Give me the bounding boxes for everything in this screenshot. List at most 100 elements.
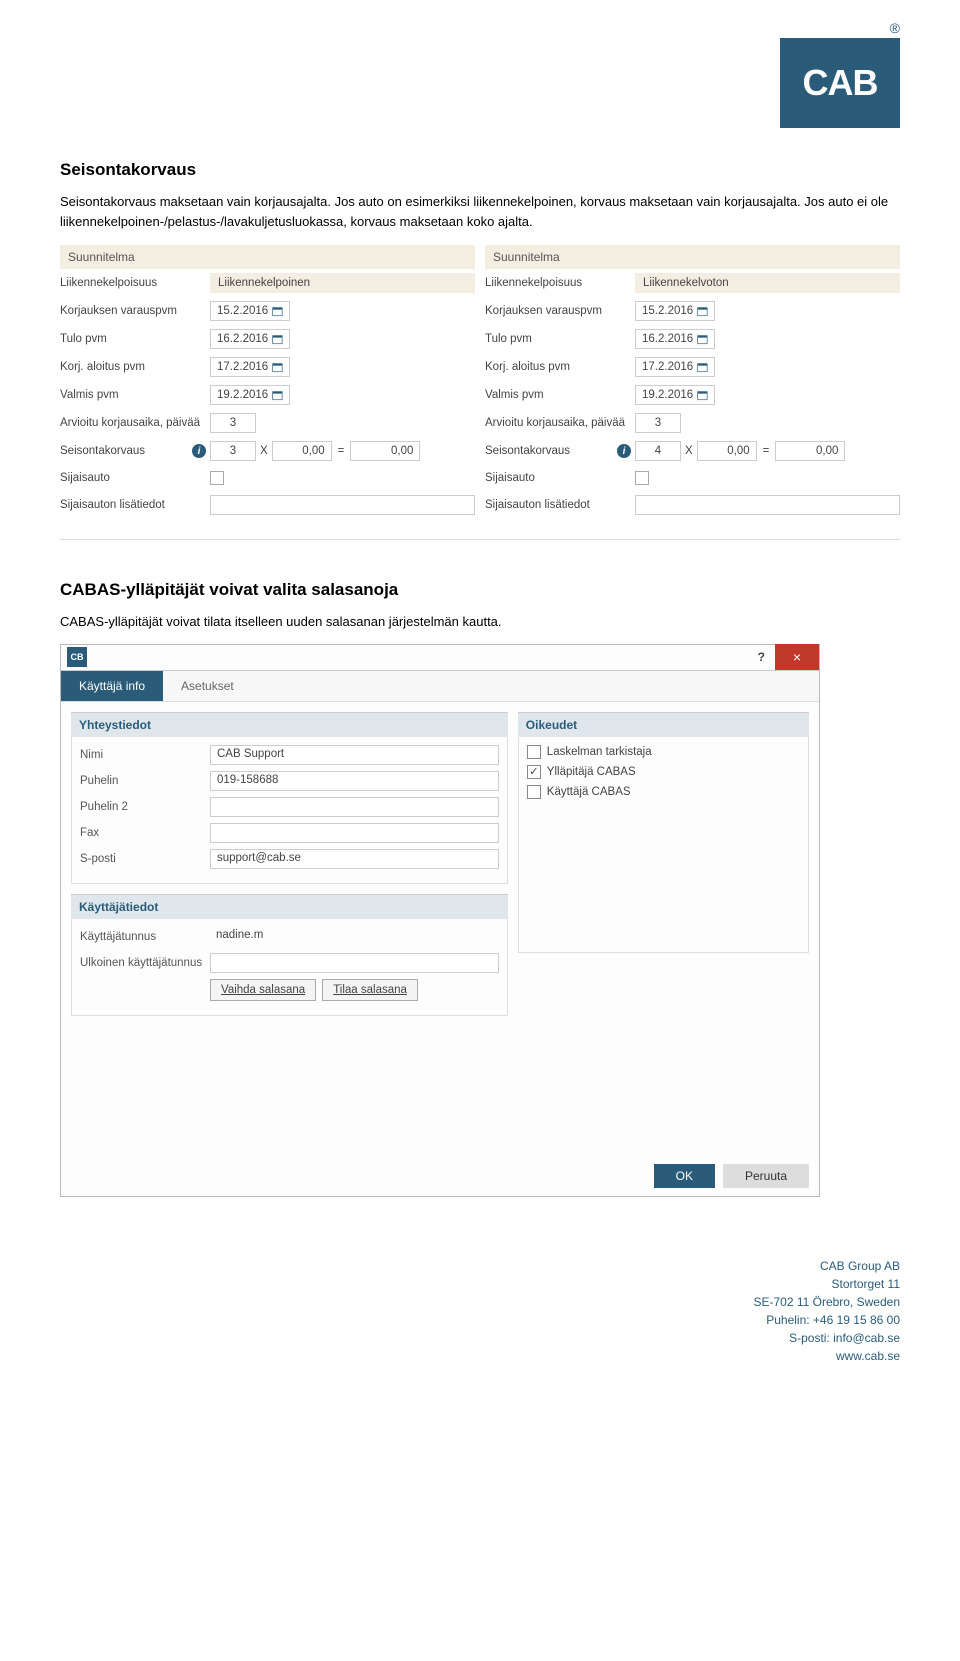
section2-title: CABAS-ylläpitäjät voivat valita salasano… — [60, 580, 900, 600]
calendar-icon — [697, 305, 708, 317]
plan-panels: Suunnitelma Liikennekelpoisuus Liikennek… — [60, 245, 900, 519]
label-nimi: Nimi — [80, 749, 210, 761]
label-valmispvm: Valmis pvm — [485, 389, 635, 401]
tab-kayttaja-info[interactable]: Käyttäjä info — [61, 671, 163, 701]
plan-header: Suunnitelma — [60, 245, 475, 269]
calendar-icon — [697, 389, 708, 401]
select-liikennekelpoisuus-left[interactable]: Liikennekelpoinen — [210, 273, 475, 293]
input-aloituspvm-left[interactable]: 17.2.2016 — [210, 357, 290, 377]
registered-mark: ® — [780, 20, 900, 36]
plan-panel-right: Suunnitelma Liikennekelpoisuus Liikennek… — [485, 245, 900, 519]
multiply-symbol: X — [685, 445, 693, 457]
input-ulkoinen[interactable] — [210, 953, 499, 973]
logo-text: CAB — [803, 62, 878, 104]
footer-company: CAB Group AB — [60, 1257, 900, 1275]
group-oikeudet: Oikeudet — [518, 712, 809, 737]
input-seisonta-total-left: 0,00 — [350, 441, 420, 461]
label-sijaisauto: Sijaisauto — [60, 472, 210, 484]
equals-symbol: = — [338, 445, 345, 457]
select-liikennekelpoisuus-right[interactable]: Liikennekelvoton — [635, 273, 900, 293]
equals-symbol: = — [763, 445, 770, 457]
input-aloituspvm-right[interactable]: 17.2.2016 — [635, 357, 715, 377]
footer-street: Stortorget 11 — [60, 1275, 900, 1293]
page-footer: CAB Group AB Stortorget 11 SE-702 11 Öre… — [60, 1257, 900, 1365]
input-tulopvm-right[interactable]: 16.2.2016 — [635, 329, 715, 349]
close-button[interactable]: × — [775, 644, 819, 670]
ok-button[interactable]: OK — [654, 1164, 715, 1188]
label-puhelin2: Puhelin 2 — [80, 801, 210, 813]
input-seisonta-total-right: 0,00 — [775, 441, 845, 461]
info-icon[interactable]: i — [192, 444, 206, 458]
input-lisatiedot-right[interactable] — [635, 495, 900, 515]
right-kayttaja-cabas[interactable]: Käyttäjä CABAS — [527, 785, 800, 799]
input-arvioitu-left[interactable]: 3 — [210, 413, 256, 433]
input-puhelin2[interactable] — [210, 797, 499, 817]
dialog-app-icon: CB — [67, 647, 87, 667]
label-liikennekelpoisuus: Liikennekelpoisuus — [60, 277, 210, 289]
group-yhteystiedot: Yhteystiedot — [71, 712, 508, 737]
label-puhelin: Puhelin — [80, 775, 210, 787]
label-valmispvm: Valmis pvm — [60, 389, 210, 401]
label-tulopvm: Tulo pvm — [60, 333, 210, 345]
footer-phone: Puhelin: +46 19 15 86 00 — [60, 1311, 900, 1329]
separator — [60, 539, 900, 540]
input-fax[interactable] — [210, 823, 499, 843]
logo-box: CAB — [780, 38, 900, 128]
checkbox-sijaisauto-left[interactable] — [210, 471, 224, 485]
plan-header: Suunnitelma — [485, 245, 900, 269]
label-varauspvm: Korjauksen varauspvm — [485, 305, 635, 317]
calendar-icon — [272, 305, 283, 317]
dialog-tabs: Käyttäjä info Asetukset — [61, 671, 819, 702]
footer-city: SE-702 11 Örebro, Sweden — [60, 1293, 900, 1311]
info-icon[interactable]: i — [617, 444, 631, 458]
button-tilaa-salasana[interactable]: Tilaa salasana — [322, 979, 418, 1001]
section1-title: Seisontakorvaus — [60, 160, 900, 180]
cancel-button[interactable]: Peruuta — [723, 1164, 809, 1188]
input-arvioitu-right[interactable]: 3 — [635, 413, 681, 433]
label-sijaisauto: Sijaisauto — [485, 472, 635, 484]
footer-web: www.cab.se — [60, 1347, 900, 1365]
label-tulopvm: Tulo pvm — [485, 333, 635, 345]
calendar-icon — [272, 333, 283, 345]
user-dialog: CB ? × Käyttäjä info Asetukset Yhteystie… — [60, 644, 820, 1197]
input-valmispvm-right[interactable]: 19.2.2016 — [635, 385, 715, 405]
input-puhelin[interactable]: 019-158688 — [210, 771, 499, 791]
help-button[interactable]: ? — [748, 650, 775, 664]
footer-email: S-posti: info@cab.se — [60, 1329, 900, 1347]
label-liikennekelpoisuus: Liikennekelpoisuus — [485, 277, 635, 289]
input-lisatiedot-left[interactable] — [210, 495, 475, 515]
calendar-icon — [697, 333, 708, 345]
section1-paragraph: Seisontakorvaus maksetaan vain korjausaj… — [60, 192, 900, 231]
dialog-footer: OK Peruuta — [61, 1156, 819, 1196]
label-seisontakorvaus: Seisontakorvaus i — [60, 444, 210, 458]
dialog-titlebar: CB ? × — [61, 645, 819, 671]
input-seisonta-rate-left[interactable]: 0,00 — [272, 441, 332, 461]
tab-asetukset[interactable]: Asetukset — [163, 671, 252, 701]
input-seisonta-days-right[interactable]: 4 — [635, 441, 681, 461]
input-nimi[interactable]: CAB Support — [210, 745, 499, 765]
input-valmispvm-left[interactable]: 19.2.2016 — [210, 385, 290, 405]
input-tulopvm-left[interactable]: 16.2.2016 — [210, 329, 290, 349]
section2-paragraph: CABAS-ylläpitäjät voivat tilata itsellee… — [60, 612, 900, 632]
plan-panel-left: Suunnitelma Liikennekelpoisuus Liikennek… — [60, 245, 475, 519]
input-seisonta-rate-right[interactable]: 0,00 — [697, 441, 757, 461]
input-seisonta-days-left[interactable]: 3 — [210, 441, 256, 461]
checkbox-sijaisauto-right[interactable] — [635, 471, 649, 485]
button-vaihda-salasana[interactable]: Vaihda salasana — [210, 979, 316, 1001]
label-aloituspvm: Korj. aloitus pvm — [485, 361, 635, 373]
input-sposti[interactable]: support@cab.se — [210, 849, 499, 869]
label-aloituspvm: Korj. aloitus pvm — [60, 361, 210, 373]
label-seisontakorvaus: Seisontakorvaus i — [485, 444, 635, 458]
right-laskelman-tarkistaja[interactable]: Laskelman tarkistaja — [527, 745, 800, 759]
right-yllapitaja-cabas[interactable]: ✓Ylläpitäjä CABAS — [527, 765, 800, 779]
logo-corner: ® CAB — [780, 20, 900, 128]
label-sposti: S-posti — [80, 853, 210, 865]
group-kayttajatiedot: Käyttäjätiedot — [71, 894, 508, 919]
label-arvioitu: Arvioitu korjausaika, päivää — [485, 417, 635, 429]
input-varauspvm-left[interactable]: 15.2.2016 — [210, 301, 290, 321]
value-kayttajatunnus: nadine.m — [210, 927, 499, 947]
input-varauspvm-right[interactable]: 15.2.2016 — [635, 301, 715, 321]
label-arvioitu: Arvioitu korjausaika, päivää — [60, 417, 210, 429]
label-sijaisauton-lisatiedot: Sijaisauton lisätiedot — [485, 499, 635, 511]
calendar-icon — [272, 361, 283, 373]
